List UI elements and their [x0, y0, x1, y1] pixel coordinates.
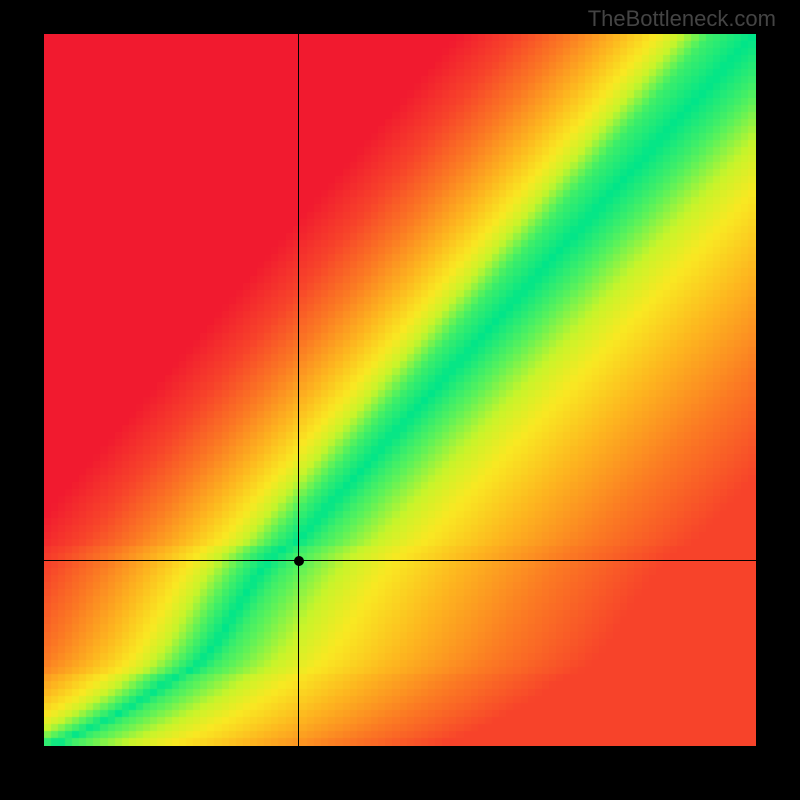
heatmap-plot-area: [44, 34, 756, 746]
crosshair-horizontal: [44, 560, 756, 561]
chart-container: TheBottleneck.com: [0, 0, 800, 800]
watermark-text: TheBottleneck.com: [588, 6, 776, 32]
marker-dot: [294, 556, 304, 566]
heatmap-canvas: [44, 34, 756, 746]
crosshair-vertical: [298, 34, 299, 746]
